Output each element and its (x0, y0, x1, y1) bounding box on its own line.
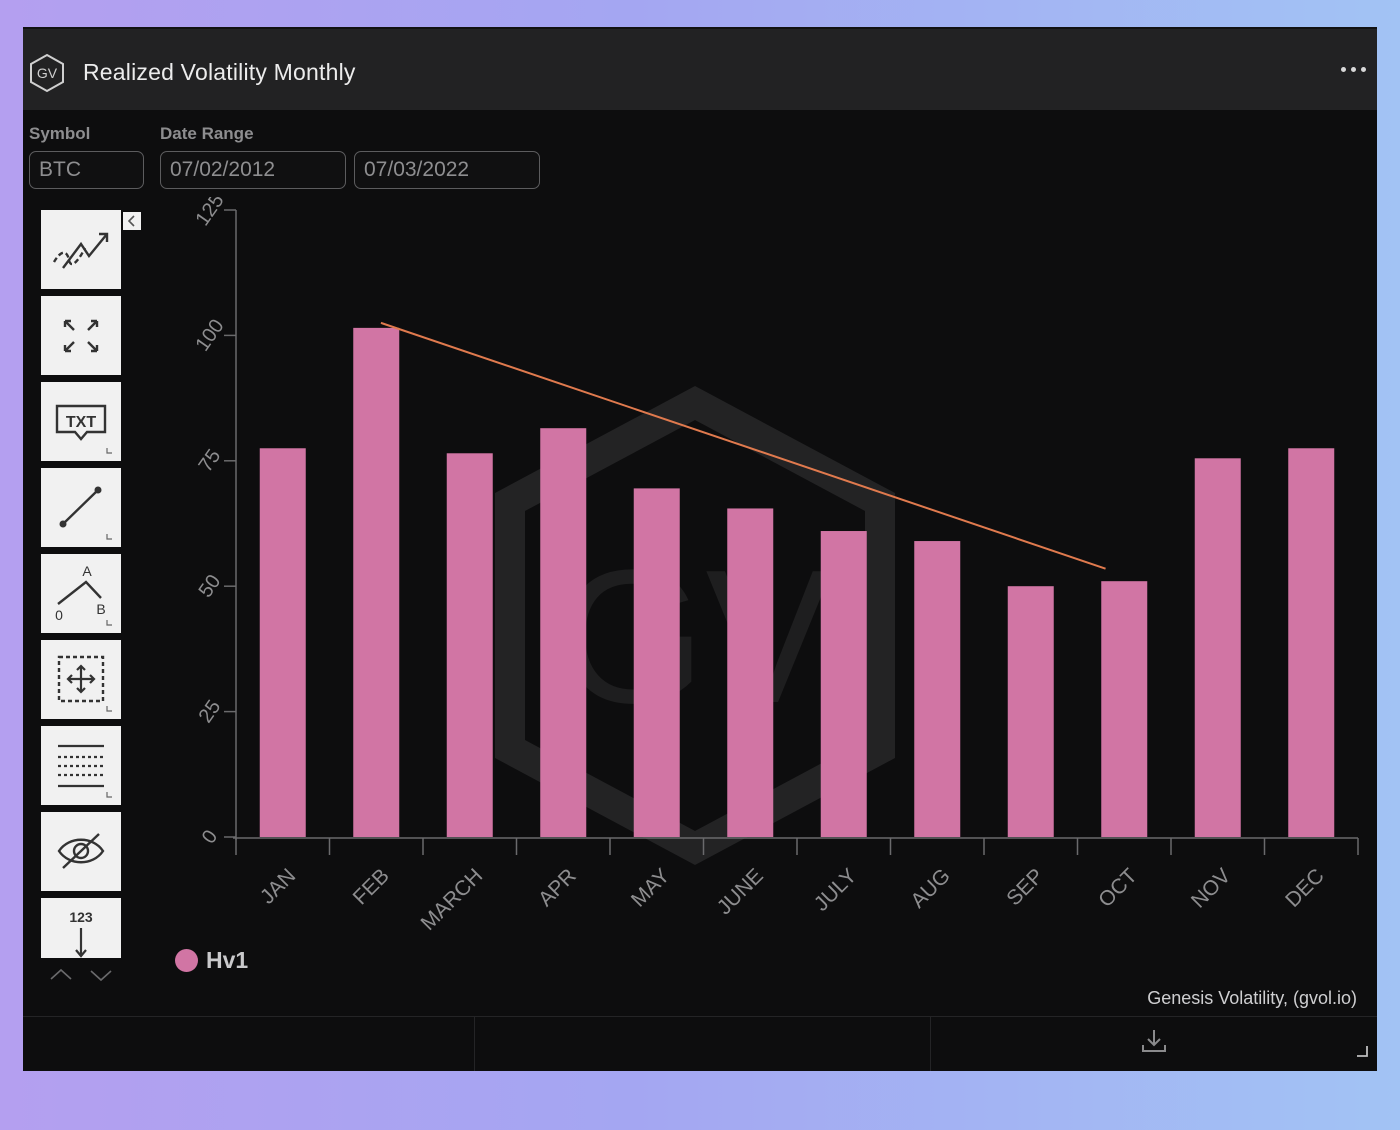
bar-june[interactable] (727, 508, 774, 837)
line-tool-icon (59, 486, 112, 540)
bar-march[interactable] (446, 453, 493, 837)
download-icon[interactable] (1140, 1027, 1168, 1055)
text-annotation-button[interactable]: TXT (41, 382, 121, 461)
measure-tool-button[interactable] (41, 640, 121, 719)
legend-swatch-hv1 (175, 949, 198, 972)
y-tick-label: 125 (191, 197, 228, 230)
svg-text:B: B (96, 601, 105, 617)
gv-logo-icon: GV (30, 53, 64, 93)
x-tick-label: SEP (1002, 864, 1048, 910)
line-tool-button[interactable] (41, 468, 121, 547)
trend-tools-button[interactable] (41, 210, 121, 289)
data-credit: Genesis Volatility, (gvol.io) (1147, 988, 1357, 1008)
number-tool-icon: 123 (69, 909, 93, 958)
date-end-input[interactable]: 07/03/2022 (354, 151, 540, 189)
x-tick-label: JAN (256, 864, 300, 908)
x-tick-label: AUG (906, 864, 954, 912)
date-range-label: Date Range (160, 124, 254, 143)
bar-aug[interactable] (914, 541, 961, 837)
resize-handle-icon[interactable] (1356, 1045, 1368, 1057)
bar-may[interactable] (633, 488, 680, 837)
x-tick-label: MAY (627, 864, 674, 911)
symbol-input[interactable]: BTC (29, 151, 144, 189)
svg-text:A: A (82, 563, 92, 579)
y-tick-label: 75 (195, 445, 226, 476)
y-tick-label: 0 (198, 826, 222, 848)
y-tick-label: 25 (195, 696, 226, 727)
date-start-input[interactable]: 07/02/2012 (160, 151, 346, 189)
svg-text:0: 0 (55, 607, 63, 623)
collapse-toolbar-icon[interactable] (123, 212, 141, 230)
widget-header: GV Realized Volatility Monthly (23, 27, 1377, 110)
more-options-icon[interactable] (1341, 59, 1369, 79)
y-tick-label: 50 (195, 571, 226, 602)
fullscreen-icon (63, 319, 99, 353)
x-tick-label: APR (534, 864, 581, 911)
text-annotation-icon: TXT (55, 404, 112, 454)
bar-july[interactable] (820, 531, 867, 837)
symbol-label: Symbol (29, 124, 91, 143)
trendline[interactable] (380, 321, 1106, 570)
widget-title: Realized Volatility Monthly (83, 59, 356, 85)
fibonacci-lines-icon (58, 744, 112, 798)
svg-text:123: 123 (69, 909, 93, 925)
bar-nov[interactable] (1194, 458, 1241, 837)
bar-sep[interactable] (1007, 586, 1054, 837)
pattern-abc-icon: A 0 B (55, 563, 112, 626)
svg-text:GV: GV (37, 65, 58, 81)
x-tick-label: OCT (1094, 864, 1142, 912)
scroll-up-icon[interactable] (49, 967, 73, 983)
scroll-down-icon[interactable] (89, 967, 113, 983)
fullscreen-button[interactable] (41, 296, 121, 375)
trend-tools-icon (52, 232, 109, 269)
bar-oct[interactable] (1101, 581, 1148, 837)
number-tool-button[interactable]: 123 (41, 898, 121, 958)
y-tick-label: 100 (191, 315, 228, 355)
volatility-bar-chart: GV 0 25 50 75 100 125 JAN FEB MARCH APR MAY JUNE JU… (191, 197, 1359, 935)
bar-apr[interactable] (540, 428, 587, 837)
pattern-tool-button[interactable]: A 0 B (41, 554, 121, 633)
widget-panel: GV Realized Volatility Monthly Symbol Da… (23, 27, 1377, 1071)
x-tick-label: JUNE (713, 864, 768, 919)
x-tick-label: NOV (1187, 864, 1235, 912)
hide-drawings-icon (57, 833, 105, 869)
fibonacci-lines-button[interactable] (41, 726, 121, 805)
measure-tool-icon (57, 655, 112, 712)
bar-feb[interactable] (353, 327, 400, 837)
x-tick-label: JULY (810, 864, 861, 915)
x-tick-label: DEC (1281, 864, 1329, 912)
bar-jan[interactable] (259, 448, 306, 837)
hide-drawings-button[interactable] (41, 812, 121, 891)
x-tick-label: MARCH (417, 864, 488, 935)
bar-dec[interactable] (1288, 448, 1335, 837)
watermark-logo: GV (495, 385, 895, 866)
svg-text:GV: GV (558, 531, 833, 743)
x-tick-label: FEB (349, 864, 394, 909)
widget-footer (23, 1016, 1377, 1071)
legend-label-hv1[interactable]: Hv1 (206, 947, 249, 973)
svg-text:TXT: TXT (66, 414, 96, 431)
